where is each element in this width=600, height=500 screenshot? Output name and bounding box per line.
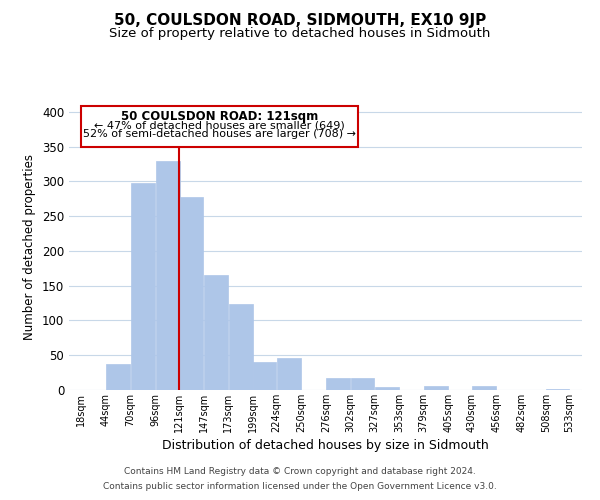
Bar (546, 388, 569, 390)
Bar (253, 362, 277, 390)
Bar (204, 276, 228, 390)
X-axis label: Distribution of detached houses by size in Sidmouth: Distribution of detached houses by size … (162, 439, 489, 452)
Text: 52% of semi-detached houses are larger (708) →: 52% of semi-detached houses are larger (… (83, 130, 356, 140)
Bar (424, 386, 448, 390)
FancyBboxPatch shape (82, 106, 358, 146)
Bar (179, 197, 203, 390)
Text: 50 COULSDON ROAD: 121sqm: 50 COULSDON ROAD: 121sqm (121, 110, 319, 123)
Text: Contains HM Land Registry data © Crown copyright and database right 2024.: Contains HM Land Registry data © Crown c… (124, 467, 476, 476)
Y-axis label: Number of detached properties: Number of detached properties (23, 154, 37, 340)
Text: ← 47% of detached houses are smaller (649): ← 47% of detached houses are smaller (64… (94, 120, 345, 130)
Bar (155, 160, 180, 390)
Text: 50, COULSDON ROAD, SIDMOUTH, EX10 9JP: 50, COULSDON ROAD, SIDMOUTH, EX10 9JP (114, 12, 486, 28)
Bar (472, 386, 496, 390)
Text: Contains public sector information licensed under the Open Government Licence v3: Contains public sector information licen… (103, 482, 497, 491)
Bar (131, 183, 155, 390)
Bar (106, 364, 130, 390)
Bar (277, 358, 301, 390)
Bar (326, 378, 350, 390)
Bar (229, 304, 253, 390)
Text: Size of property relative to detached houses in Sidmouth: Size of property relative to detached ho… (109, 28, 491, 40)
Bar (374, 386, 399, 390)
Bar (351, 378, 374, 390)
